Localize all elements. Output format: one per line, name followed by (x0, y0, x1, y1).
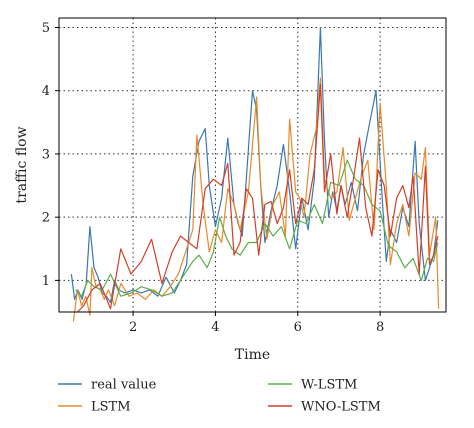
axis-ticks: 2 4 6 8 1 2 3 4 5 (42, 21, 385, 335)
x-tick-label: 4 (211, 320, 219, 335)
x-tick-label: 8 (376, 320, 384, 335)
legend: real value LSTM W-LSTM WNO-LSTM (58, 378, 381, 415)
series-line-wno-lstm (77, 83, 439, 313)
series-line-w-lstm (75, 159, 439, 297)
y-tick-label: 2 (42, 211, 50, 226)
y-tick-label: 3 (42, 147, 50, 162)
x-tick-label: 2 (129, 320, 137, 335)
series-line-lstm (72, 77, 440, 322)
legend-label-w-lstm: W-LSTM (301, 378, 357, 393)
plot-frame (58, 17, 447, 313)
legend-label-real-value: real value (91, 378, 157, 393)
y-tick-label: 1 (42, 274, 50, 289)
legend-label-wno-lstm: WNO-LSTM (301, 400, 381, 415)
y-tick-label: 4 (42, 84, 50, 99)
series-lines (70, 26, 440, 322)
x-tick-label: 6 (294, 320, 302, 335)
legend-label-lstm: LSTM (91, 400, 131, 415)
y-tick-label: 5 (42, 21, 50, 36)
y-axis-label: traffic flow (14, 126, 30, 203)
x-axis-label: Time (235, 347, 270, 363)
